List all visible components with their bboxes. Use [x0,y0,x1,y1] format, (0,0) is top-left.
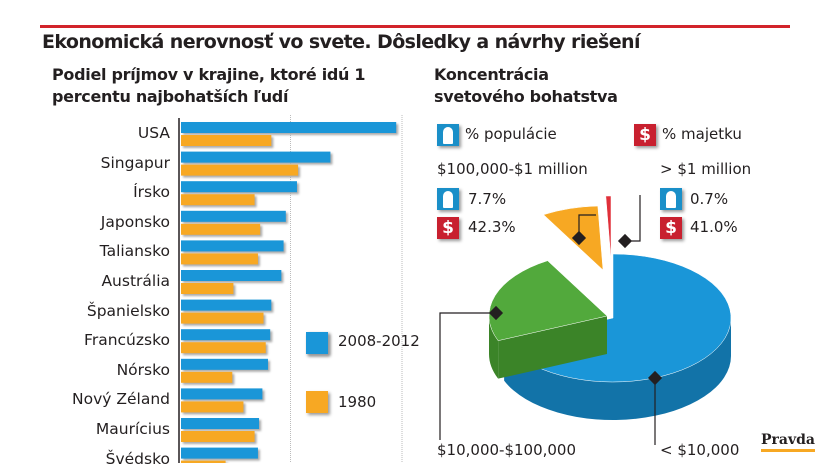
person-icon [437,188,459,210]
bar-1980 [181,460,226,463]
bar-2008-2012 [181,270,282,281]
category-label: Austrália [101,272,170,290]
bar-1980 [181,223,261,235]
leader-diamond [571,230,587,246]
legend-label-1980: 1980 [338,393,377,411]
pie-slice [605,195,612,261]
wealth-100k-1m: 42.3% [468,218,516,236]
bar-chart [178,115,403,463]
legend-label-2008-2012: 2008-2012 [338,332,420,350]
category-label: Taliansko [99,242,170,261]
bar-1980 [181,371,233,383]
category-label: Singapur [100,153,170,172]
person-icon [660,188,682,210]
bar-2008-2012 [181,151,331,163]
bar-2008-2012 [181,358,268,370]
legend-swatch-1980 [306,391,328,413]
category-label: Francúzsko [84,331,170,350]
bar-2008-2012 [181,299,272,311]
category-label: Švédsko [105,449,170,468]
population-over-1m: 0.7% [690,190,729,208]
bar-2008-2012 [181,240,284,252]
bar-1980 [181,431,255,442]
pie-slice [488,260,608,341]
category-label: Maurícius [95,420,170,438]
category-label: Írsko [133,183,170,202]
bar-1980 [181,401,244,413]
slice-label-10k-100k: $10,000-$100,000 [437,441,577,459]
leader-line [578,214,596,238]
wealth-over-1m: 41.0% [690,218,738,236]
pie-side [504,318,731,420]
bar-chart-title: Podiel príjmov v krajine, ktoré idú 1 pe… [52,65,366,106]
bar-2008-2012 [181,210,286,222]
category-label: USA [137,124,170,142]
dollar-icon: $ [437,217,459,239]
category-label: Nový Zéland [72,390,170,409]
bar-2008-2012 [181,122,397,133]
leader-diamond [617,233,633,249]
page-title: Ekonomická nerovnosť vo svete. Dôsledky … [42,31,640,53]
title-rule [40,25,790,28]
bar-1980 [181,283,234,294]
category-label: Japonsko [100,212,170,231]
leader-diamond [488,305,504,321]
pie-side [489,316,499,379]
bar-2008-2012 [181,418,260,429]
bar-2008-2012 [181,388,263,400]
pravda-logo: Pravda [761,432,815,452]
leader-line [625,195,641,242]
bar-2008-2012 [181,329,271,341]
bar-1980 [181,253,258,265]
category-label: Nórsko [116,360,170,379]
bar-1980 [181,135,272,146]
pie-chart-title: Koncentrácia svetového bohatstva [434,65,618,106]
bar-1980 [181,342,266,354]
category-label: Španielsko [86,301,170,320]
population-100k-1m: 7.7% [468,190,507,208]
bar-1980 [181,194,255,206]
pie-chart [439,195,732,445]
leader-line [439,312,496,440]
dollar-icon: $ [634,124,656,146]
leader-diamond [647,370,663,386]
legend-swatch-blue [306,332,328,354]
person-icon [437,124,459,146]
legend-population: % populácie [465,125,557,143]
slice-label-under-10k: < $10,000 [660,441,740,459]
pie-side [498,316,607,379]
bar-1980 [181,312,264,324]
slice-label-100k-1m: $100,000-$1 million [437,160,588,178]
bar-1980 [181,164,299,176]
bar-2008-2012 [181,447,258,459]
bar-2008-2012 [181,181,297,193]
legend-wealth: % majetku [662,125,742,143]
dollar-icon: $ [660,217,682,239]
slice-label-over-1m: > $1 million [660,160,752,178]
